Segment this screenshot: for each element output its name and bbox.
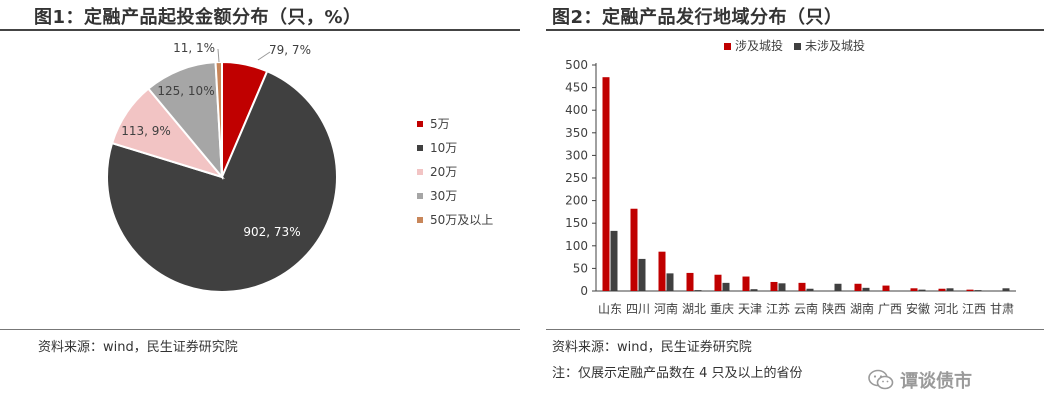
pie-leader-line-1 [257, 51, 271, 61]
bar-non-chengtou-15 [1002, 288, 1010, 291]
left-source-text: 资料来源：wind，民生证券研究院 [38, 340, 238, 355]
y-tick-label: 450 [565, 81, 588, 95]
x-tick-label: 天津 [738, 302, 762, 316]
bar-chengtou-10 [854, 283, 862, 291]
x-tick-label: 江西 [962, 302, 986, 316]
pie-legend-swatch-1 [417, 121, 423, 127]
right-note-text: 注：仅展示定融产品数在 4 只及以上的省份 [552, 366, 803, 381]
bar-chengtou-12 [910, 288, 918, 291]
pie-legend-swatch-4 [417, 193, 423, 199]
bar-chengtou-8 [798, 282, 806, 291]
pie-slice-2 [106, 69, 338, 293]
bar-chengtou-6 [742, 276, 750, 291]
bar-chart: 0 50 100 150 200 250 300 350 400 450 500 涉及城投 未涉及城投山… [565, 38, 1016, 316]
x-tick-label: 四川 [626, 302, 650, 316]
bar-chengtou-3 [658, 251, 666, 291]
bar-non-chengtou-3 [666, 273, 674, 291]
bar-chengtou-11 [882, 285, 890, 291]
y-tick-label: 400 [565, 103, 588, 117]
left-chart-panel: 图1：定融产品起投金额分布（只，%） 79, 7% 902, 73% 113, 9%… [0, 0, 520, 417]
bar-non-chengtou-10 [862, 287, 870, 291]
y-tick-label: 0 [580, 284, 588, 298]
bar-chengtou-5 [714, 274, 722, 291]
bar-non-chengtou-8 [806, 288, 814, 291]
pie-data-label-3: 113, 9% [121, 124, 171, 138]
x-tick-label: 山东 [598, 302, 622, 316]
bar-non-chengtou-5 [722, 282, 730, 291]
x-tick-label: 云南 [794, 301, 818, 316]
right-chart-title: 图2：定融产品发行地域分布（只） [552, 7, 843, 28]
left-source-rule [0, 329, 520, 330]
right-source-text: 资料来源：wind，民生证券研究院 [552, 340, 752, 355]
x-tick-label: 广西 [878, 302, 902, 316]
y-tick-label: 50 [573, 261, 588, 275]
pie-data-label-4: 125, 10% [157, 84, 214, 98]
x-tick-label: 河北 [934, 302, 958, 316]
bar-chengtou-13 [938, 288, 946, 291]
bar-legend-swatch-1 [724, 43, 731, 50]
bar-chengtou-4 [686, 272, 694, 291]
bar-non-chengtou-14 [974, 290, 982, 291]
bar-non-chengtou-13 [946, 288, 954, 291]
x-tick-label: 甘肃 [990, 302, 1014, 316]
x-tick-label: 陕西 [822, 301, 846, 316]
bar-chengtou-14 [966, 289, 974, 291]
pie-leader-line-5 [217, 48, 220, 63]
y-tick-label: 250 [565, 171, 588, 185]
pie-chart: 79, 7% 902, 73% 113, 9% 125, 10% 11, 1% 5万 10万… [106, 41, 493, 293]
pie-legend-label-2: 10万 [430, 141, 457, 155]
left-chart-title: 图1：定融产品起投金额分布（只，%） [34, 7, 362, 28]
pie-legend-swatch-2 [417, 145, 423, 151]
bar-non-chengtou-2 [638, 258, 646, 291]
pie-legend-swatch-5 [417, 217, 423, 223]
pie-data-label-5: 11, 1% [173, 41, 215, 55]
x-tick-label: 湖北 [682, 301, 706, 316]
x-tick-label: 湖南 [850, 301, 874, 316]
pie-data-label-2: 902, 73% [243, 225, 300, 239]
x-tick-label: 江苏 [766, 302, 790, 316]
bar-non-chengtou-4 [694, 290, 702, 291]
bar-legend-label-1: 涉及城投 [735, 38, 783, 53]
bar-legend-label-2: 未涉及城投 [805, 38, 865, 53]
pie-legend-swatch-3 [417, 169, 423, 175]
y-tick-label: 100 [565, 239, 588, 253]
pie-slice-5 [214, 60, 223, 178]
bar-legend-swatch-2 [794, 43, 801, 50]
pie-legend-label-3: 20万 [430, 165, 457, 179]
bar-chengtou-7 [770, 281, 778, 291]
pie-data-label-1: 79, 7% [269, 43, 311, 57]
bar-non-chengtou-12 [918, 289, 926, 291]
watermark-text: 谭谈债市 [900, 371, 972, 392]
wechat-icon [868, 369, 894, 390]
bar-chengtou-2 [630, 208, 638, 291]
right-title-rule [546, 29, 1044, 31]
bar-non-chengtou-9 [834, 283, 842, 291]
x-tick-label: 河南 [654, 301, 678, 316]
pie-slice-4 [146, 61, 224, 180]
bar-non-chengtou-7 [778, 283, 786, 291]
right-chart-panel: 图2：定融产品发行地域分布（只） 0 50 100 150 200 250 300 350 40… [546, 0, 1044, 417]
y-tick-label: 500 [565, 58, 588, 72]
y-tick-label: 150 [565, 216, 588, 230]
bar-chengtou-1 [602, 77, 610, 291]
right-source-rule [546, 329, 1044, 330]
left-title-rule [0, 29, 520, 31]
bar-non-chengtou-1 [610, 230, 618, 291]
y-tick-label: 350 [565, 126, 588, 140]
y-tick-label: 200 [565, 194, 588, 208]
bar-non-chengtou-6 [750, 289, 758, 291]
x-tick-label: 安徽 [906, 301, 930, 316]
watermark: 谭谈债市 [868, 366, 972, 394]
x-tick-label: 重庆 [710, 302, 734, 316]
pie-legend-label-1: 5万 [430, 117, 450, 131]
pie-legend-label-5: 50万及以上 [430, 213, 493, 227]
pie-legend-label-4: 30万 [430, 189, 457, 203]
y-tick-label: 300 [565, 148, 588, 162]
